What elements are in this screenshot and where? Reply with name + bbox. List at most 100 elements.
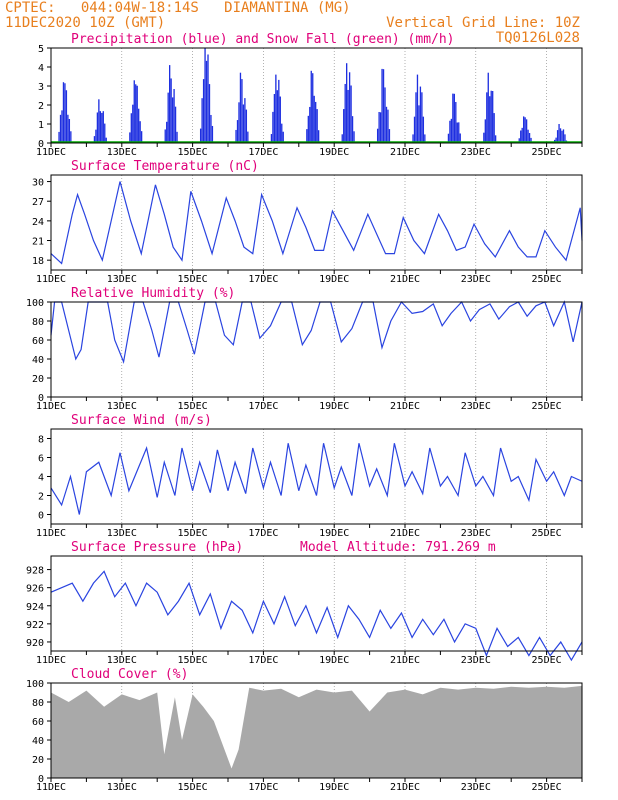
precip-bar: [343, 109, 345, 143]
precip-bar: [211, 125, 214, 143]
temp-series-line: [50, 181, 583, 265]
x-tick-label: 19DEC: [319, 655, 349, 666]
x-tick-label: 21DEC: [390, 147, 420, 158]
panel-title-temp: Surface Temperature (nC): [71, 159, 259, 174]
y-tick-label: 80: [32, 698, 44, 709]
precip-bar: [344, 83, 346, 143]
precip-bar: [310, 70, 312, 143]
x-tick-label: 21DEC: [390, 274, 420, 285]
x-tick-label: 25DEC: [532, 401, 562, 412]
x-tick-label: 25DEC: [532, 528, 562, 539]
x-tick-label: 11DEC: [36, 274, 66, 285]
precip-bar: [521, 127, 523, 143]
precip-bar: [493, 113, 495, 143]
y-tick-label: 100: [26, 679, 44, 690]
precip-bar: [59, 114, 62, 143]
precip-bar: [419, 86, 422, 143]
precip-bar: [347, 89, 349, 143]
x-tick-label: 11DEC: [36, 401, 66, 412]
precip-bar: [527, 129, 529, 143]
panel-title-wind: Surface Wind (m/s): [71, 413, 212, 428]
precip-bar: [379, 112, 382, 143]
precip-bar: [455, 101, 457, 143]
y-tick-label: 80: [32, 317, 44, 328]
x-tick-label: 15DEC: [178, 401, 208, 412]
x-tick-label: 19DEC: [319, 401, 349, 412]
precip-bar: [270, 134, 273, 143]
precip-bar: [272, 111, 274, 143]
precip-bar: [241, 79, 243, 143]
precip-bar: [136, 85, 138, 143]
y-tick-label: 0: [38, 139, 44, 150]
x-tick-label: 21DEC: [390, 655, 420, 666]
precip-bar: [169, 65, 171, 143]
precip-bar: [530, 137, 532, 143]
y-tick-label: 20: [32, 755, 44, 766]
header-run-time: 11DEC2020 10Z (GMT): [5, 15, 166, 31]
precip-bar: [130, 113, 132, 143]
precip-bar: [450, 118, 453, 143]
precip-bar: [133, 80, 135, 143]
precip-bar: [98, 99, 100, 143]
precip-bar: [492, 91, 494, 143]
precip-bar: [525, 119, 528, 143]
precip-bar: [385, 106, 388, 143]
precip-bar: [61, 110, 63, 143]
precip-bar: [523, 116, 525, 143]
precip-bar: [459, 133, 461, 143]
precip-bar: [210, 114, 212, 143]
precip-bar: [276, 90, 279, 143]
x-tick-label: 13DEC: [107, 147, 137, 158]
x-tick-label: 23DEC: [461, 147, 491, 158]
x-tick-label: 25DEC: [532, 274, 562, 285]
precip-bar: [102, 111, 104, 143]
precip-bar: [558, 124, 560, 143]
x-tick-label: 15DEC: [178, 655, 208, 666]
precip-bar: [208, 84, 211, 143]
precip-bar: [376, 128, 379, 143]
precip-bar: [171, 97, 174, 143]
precip-bar: [351, 116, 354, 143]
y-tick-label: 24: [32, 217, 44, 228]
precip-bar: [282, 131, 284, 143]
precip-bar: [528, 132, 531, 143]
precip-bar: [307, 115, 309, 143]
x-tick-label: 11DEC: [36, 147, 66, 158]
pres-series-line: [50, 570, 583, 662]
x-tick-label: 15DEC: [178, 274, 208, 285]
precip-bar: [64, 83, 66, 143]
x-tick-label: 13DEC: [107, 274, 137, 285]
precip-bar: [378, 111, 380, 143]
x-tick-label: 19DEC: [319, 274, 349, 285]
panel-title-pres: Surface Pressure (hPa): [71, 540, 243, 555]
precip-bar: [93, 136, 96, 143]
precip-bar: [58, 131, 60, 143]
precip-bar: [316, 109, 318, 143]
x-tick-label: 13DEC: [107, 655, 137, 666]
y-tick-label: 6: [38, 454, 44, 465]
panel-title-precip: Precipitation (blue) and Snow Fall (gree…: [71, 32, 455, 47]
x-tick-label: 11DEC: [36, 782, 66, 793]
x-tick-label: 15DEC: [178, 147, 208, 158]
y-tick-label: 920: [26, 638, 44, 649]
wind-series-line: [50, 443, 583, 515]
plot-frame-precip: [50, 47, 583, 144]
plot-frame-temp: [50, 174, 583, 271]
x-tick-label: 25DEC: [532, 782, 562, 793]
header-station: CPTEC: 044:04W-18:14S DIAMANTINA (MG): [5, 0, 351, 16]
precip-bar: [387, 109, 389, 143]
precip-bar: [132, 104, 134, 143]
precip-bar: [167, 92, 169, 143]
precip-bar: [524, 117, 526, 143]
plot-frame-wind: [50, 428, 583, 525]
x-tick-label: 13DEC: [107, 782, 137, 793]
precip-bar: [95, 129, 97, 143]
y-tick-label: 0: [38, 393, 44, 404]
x-tick-label: 19DEC: [319, 782, 349, 793]
precip-bar: [421, 92, 423, 143]
precip-bar: [278, 79, 280, 143]
precip-bar: [382, 69, 385, 143]
precip-bar: [238, 102, 240, 143]
precip-bar: [202, 79, 205, 143]
